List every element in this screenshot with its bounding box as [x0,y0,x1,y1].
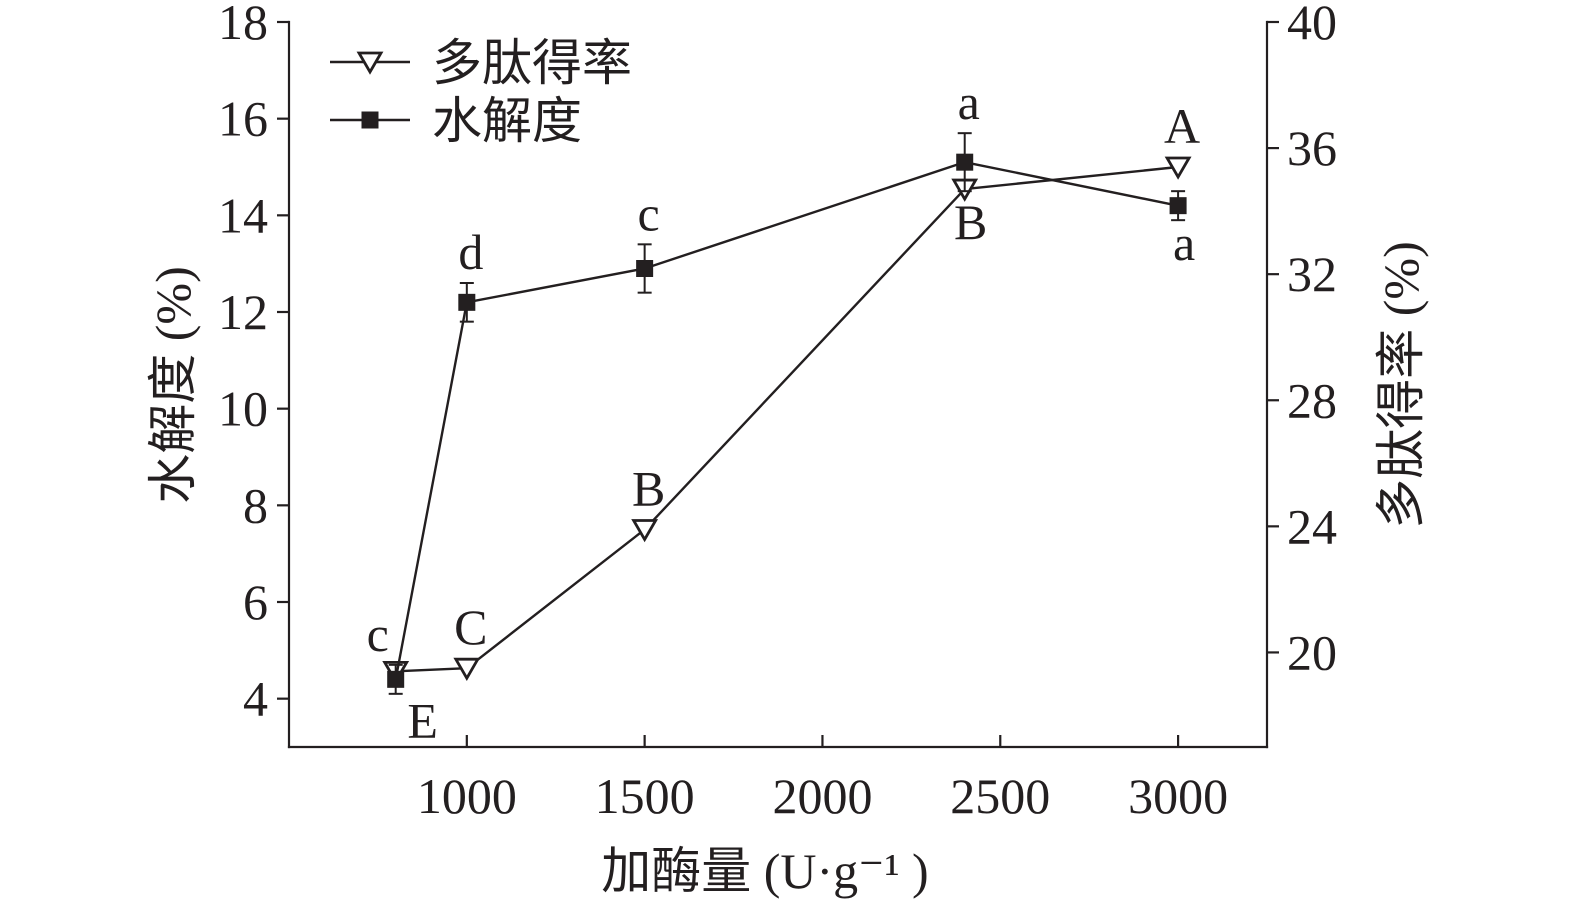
legend-marker [361,111,379,129]
y-left-tick-label: 12 [218,284,268,340]
peptide-yield-point [1164,156,1192,180]
peptide-yield-point [453,657,481,681]
x-tick-label: 1500 [595,768,695,824]
hydrolysis-degree-point [636,260,654,277]
y-left-tick-label: 16 [218,91,268,147]
y-right-tick-label: 32 [1287,246,1337,302]
y-left-tick-label: 18 [218,0,268,50]
hydrolysis-degree-significance-label: a [1173,215,1195,271]
y-right-tick-label: 24 [1287,498,1337,554]
legend-item: 多肽得率 [330,35,632,91]
x-tick-label: 2000 [772,768,872,824]
axes: 1000 1500 2000 2500 3000 4 6 8 10 12 14 16 18 20 24 28 3… [218,0,1337,824]
peptide-yield-line [394,165,1180,673]
x-axis-title: 加酶量 (U·g⁻¹ ) [601,843,928,899]
x-tick-label: 3000 [1128,768,1228,824]
hydrolysis-degree-series: c d c a a [367,74,1195,695]
hydrolysis-degree-significance-label: a [958,74,980,130]
legend-item: 水解度 [330,93,582,149]
peptide-yield-significance-label: C [454,599,487,655]
hydrolysis-degree-point [387,670,405,688]
hydrolysis-degree-significance-label: c [638,185,660,241]
peptide-yield-significance-label: B [632,461,665,517]
hydrolysis-degree-line [394,160,1180,681]
hydrolysis-degree-significance-label: c [367,606,389,662]
hydrolysis-degree-point [458,293,476,311]
peptide-yield-significance-label: A [1164,98,1200,154]
y-left-tick-label: 4 [243,671,268,727]
peptide-yield-series: EC B B A [382,98,1200,748]
plot-area: EC B B Ac d c a a [367,74,1201,748]
y-left-tick-label: 14 [218,187,268,243]
peptide-yield-significance-label: B [954,194,987,250]
hydrolysis-degree-significance-label: d [458,224,483,280]
legend-label: 多肽得率 [432,35,632,91]
x-tick-label: 1000 [417,768,517,824]
y-right-tick-label: 36 [1287,120,1337,176]
y-left-tick-label: 10 [218,381,268,437]
hydrolysis-degree-point [1169,197,1187,215]
hydrolysis-degree-point [956,153,974,171]
x-tick-label: 2500 [950,768,1050,824]
y-right-tick-label: 20 [1287,624,1337,680]
legend-label: 水解度 [432,93,582,149]
y-left-tick-label: 6 [243,574,268,630]
peptide-yield-point [631,519,659,543]
y-right-tick-label: 40 [1287,0,1337,50]
legend-marker [356,51,384,75]
y-left-axis-title: 水解度 (%) [145,266,201,503]
y-right-tick-label: 28 [1287,372,1337,428]
y-left-tick-label: 8 [243,477,268,533]
peptide-yield-significance-label: E [407,692,438,748]
y-right-axis-title: 多肽得率 (%) [1373,241,1429,528]
